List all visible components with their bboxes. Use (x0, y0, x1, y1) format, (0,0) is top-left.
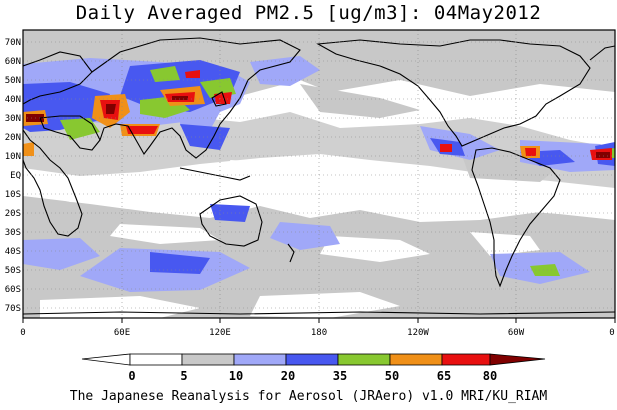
lon-label: 120W (407, 328, 429, 338)
lat-label: 40S (5, 247, 21, 257)
lat-label: 40N (5, 95, 21, 105)
lat-label: 20S (5, 209, 21, 219)
lat-label: 60S (5, 285, 21, 295)
colorbar-label: 80 (483, 369, 497, 383)
lon-label: 60E (114, 328, 130, 338)
colorbar-label: 5 (180, 369, 187, 383)
lat-label: 30S (5, 228, 21, 238)
colorbar-bin (233, 353, 287, 366)
lat-label: 30N (5, 114, 21, 124)
latitude-labels: 70N 60N 50N 40N 30N 20N 10N EQ 10S 20S 3… (5, 38, 21, 314)
lon-label: 0 (20, 328, 25, 338)
lat-label: 60N (5, 57, 21, 67)
colorbar-low-arrow (81, 353, 131, 366)
footer-credit: The Japanese Reanalysis for Aerosol (JRA… (69, 389, 548, 404)
colorbar-label: 0 (128, 369, 135, 383)
colorbar-label: 50 (385, 369, 399, 383)
colorbar-label: 10 (229, 369, 243, 383)
axis-ticks (22, 318, 616, 323)
map-title: Daily Averaged PM2.5 [ug/m3]: 04May2012 (75, 2, 542, 24)
colorbar-bin (441, 353, 491, 366)
lat-label: EQ (10, 171, 21, 181)
colorbar-bin (337, 353, 391, 366)
lat-label: 70S (5, 304, 21, 314)
colorbar-bin (285, 353, 339, 366)
lat-label: 10N (5, 152, 21, 162)
coastlines (23, 37, 615, 315)
colorbar (81, 353, 546, 366)
lon-label: 120E (209, 328, 231, 338)
lon-label: 60W (508, 328, 525, 338)
graticule (23, 30, 615, 318)
colorbar-bin (181, 353, 235, 366)
colorbar-label: 35 (333, 369, 347, 383)
lon-label: 180 (311, 328, 327, 338)
colorbar-label: 65 (437, 369, 451, 383)
lat-label: 50S (5, 266, 21, 276)
colorbar-label: 20 (281, 369, 295, 383)
lat-label: 70N (5, 38, 21, 48)
colorbar-bin (389, 353, 443, 366)
lat-label: 10S (5, 190, 21, 200)
colorbar-high-arrow (489, 353, 546, 366)
lon-label: 0 (609, 328, 614, 338)
concentration-field (23, 30, 615, 318)
lat-label: 20N (5, 133, 21, 143)
longitude-labels: 0 60E 120E 180 120W 60W 0 (20, 328, 614, 338)
colorbar-labels: 0 5 10 20 35 50 65 80 (128, 369, 497, 383)
colorbar-bin (129, 353, 183, 366)
lat-label: 50N (5, 76, 21, 86)
